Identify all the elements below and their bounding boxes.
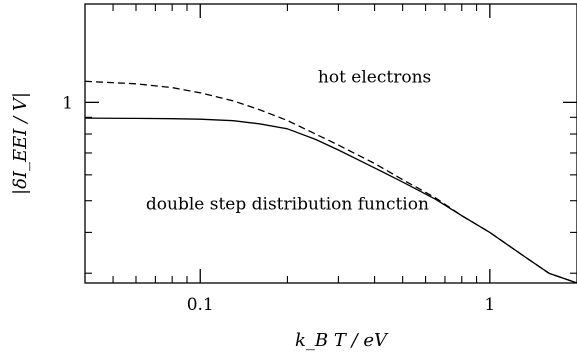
annotation-hot-electrons: hot electrons: [318, 68, 431, 88]
minor-ticks: [85, 4, 577, 283]
y-tick-label-1: 1: [62, 93, 73, 113]
x-tick-label-0.1: 0.1: [187, 295, 214, 315]
major-ticks: [85, 4, 577, 283]
series-line-solid: [84, 117, 577, 284]
x-tick-label-1: 1: [484, 295, 495, 315]
series-line-dashed: [84, 80, 577, 284]
plot-frame: [84, 3, 577, 284]
series-layer: [84, 80, 577, 284]
annotation-double-step: double step distribution function: [146, 195, 429, 215]
y-axis-label: |δI_EEI / V|: [10, 92, 31, 195]
x-axis-label: k_B T / eV: [295, 330, 389, 351]
